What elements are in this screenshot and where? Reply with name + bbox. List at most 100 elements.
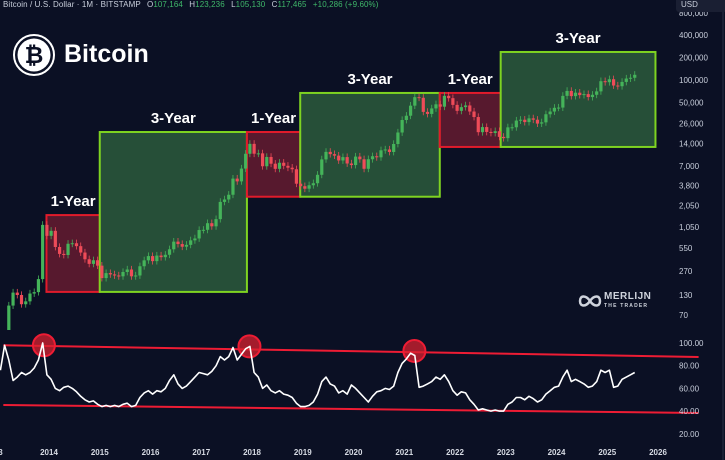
price-tick-label: 50,000 <box>679 98 704 107</box>
currency-button[interactable]: USD <box>676 0 725 12</box>
candle-down <box>290 167 294 170</box>
candle-down <box>180 244 184 247</box>
candle-down <box>451 98 455 105</box>
candle-up <box>628 77 633 79</box>
price-tick-label: 14,000 <box>679 140 704 149</box>
candle-up <box>231 178 235 195</box>
candle-down <box>489 131 493 133</box>
price-tick-label: 200,000 <box>679 54 708 63</box>
candle-up <box>404 115 408 121</box>
candle-down <box>79 246 83 253</box>
candle-up <box>544 114 548 123</box>
candle-up <box>463 105 468 108</box>
candle-up <box>125 269 129 272</box>
rsi-resistance-line <box>3 344 699 358</box>
candle-down <box>417 97 421 99</box>
candle-up <box>307 185 311 189</box>
merlijn-logo-icon <box>578 295 602 307</box>
candle-up <box>163 254 167 258</box>
candle-up <box>557 107 561 109</box>
candle-down <box>176 241 180 245</box>
time-tick-label: 2021 <box>395 448 413 457</box>
candle-up <box>311 183 315 186</box>
price-tick-label: 3,800 <box>679 182 700 191</box>
candle-up <box>624 78 628 82</box>
candle-down <box>100 265 104 279</box>
candle-down <box>74 243 79 247</box>
candle-up <box>493 131 497 133</box>
candle-down <box>19 295 24 305</box>
candle-down <box>375 156 379 158</box>
candle-up <box>510 127 514 129</box>
candle-down <box>15 292 19 296</box>
cycle-label: 3-Year <box>556 30 601 47</box>
candle-up <box>277 162 282 169</box>
cycle-box-bear <box>45 214 101 293</box>
candle-up <box>227 194 231 200</box>
time-tick-label: 13 <box>0 448 3 457</box>
candle-up <box>201 229 205 231</box>
candle-up <box>197 230 201 239</box>
change-value: +10,286 (+9.60%) <box>312 0 379 9</box>
candle-down <box>53 230 57 247</box>
candle-down <box>260 153 265 167</box>
candle-down <box>497 131 502 137</box>
candle-up <box>595 91 599 95</box>
candle-up <box>70 243 74 245</box>
svg-text:₿: ₿ <box>25 42 44 68</box>
candle-up <box>315 174 320 184</box>
candle-up <box>205 223 210 230</box>
candle-up <box>41 224 45 280</box>
candle-up <box>91 260 96 264</box>
candle-down <box>349 163 353 166</box>
candle-up <box>49 230 53 236</box>
candle-up <box>189 240 193 245</box>
watermark: MERLIJN THE TRADER <box>604 291 652 310</box>
candle-down <box>210 223 214 227</box>
candle-up <box>430 108 434 114</box>
candle-up <box>599 81 603 92</box>
candle-down <box>252 143 256 154</box>
candle-up <box>214 219 218 227</box>
candle-down <box>83 252 87 260</box>
candle-up <box>383 149 387 151</box>
candle-down <box>151 256 155 262</box>
candle-up <box>244 153 248 169</box>
open-value: 107,164 <box>153 0 183 9</box>
candle-up <box>184 244 189 247</box>
candle-down <box>425 111 430 114</box>
candle-down <box>421 97 425 112</box>
rsi-tick-label: 40.00 <box>679 407 700 416</box>
time-tick-label: 2022 <box>446 448 464 457</box>
candle-up <box>408 105 413 116</box>
time-tick-label: 2020 <box>345 448 363 457</box>
price-tick-label: 270 <box>679 267 693 276</box>
candle-up <box>354 156 358 166</box>
candle-up <box>548 111 552 115</box>
time-tick-label: 2017 <box>192 448 210 457</box>
candle-up <box>222 199 227 202</box>
candle-down <box>337 155 341 161</box>
cycle-box-bull <box>98 131 248 293</box>
candle-up <box>11 292 15 306</box>
candle-down <box>616 85 620 87</box>
cycle-label: 3-Year <box>347 71 392 88</box>
candle-down <box>112 274 117 276</box>
candle-up <box>341 157 345 161</box>
candle-up <box>32 292 36 294</box>
symbol-name: Bitcoin / U.S. Dollar · 1M · BITSTAMP <box>3 0 141 9</box>
candle-down <box>468 105 472 112</box>
candle-up <box>324 151 328 160</box>
candle-up <box>565 90 569 96</box>
candle-down <box>455 104 459 111</box>
candle-up <box>590 94 595 98</box>
candle-up <box>265 156 269 167</box>
close-value: 117,465 <box>277 0 307 9</box>
time-tick-label: 2026 <box>649 448 667 457</box>
candle-down <box>299 183 303 187</box>
candle-down <box>332 154 337 156</box>
cycle-box-bear <box>245 131 302 198</box>
candle-up <box>155 255 159 262</box>
candle-up <box>146 256 150 261</box>
